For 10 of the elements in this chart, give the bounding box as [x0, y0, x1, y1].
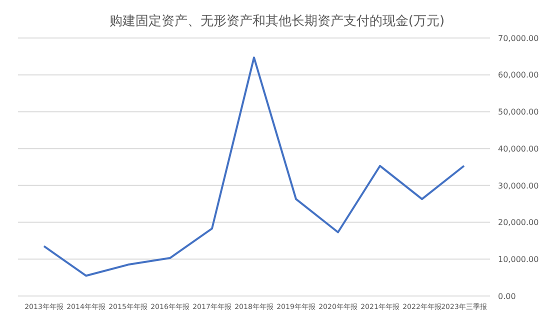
y-tick-label: 70,000.00 — [498, 34, 539, 43]
y-tick-label: 10,000.00 — [498, 254, 539, 264]
y-tick-label: 30,000.00 — [498, 181, 539, 190]
chart-title: 购建固定资产、无形资产和其他长期资产支付的现金(万元) — [108, 13, 446, 31]
line-series — [43, 56, 465, 277]
y-tick-label: 40,000.00 — [498, 144, 539, 154]
y-tick-label: 50,000.00 — [498, 108, 539, 117]
y-tick-label: 60,000.00 — [498, 70, 539, 80]
y-tick-label: 20,000.00 — [498, 218, 539, 228]
y-tick-label: 0.00 — [498, 292, 516, 301]
